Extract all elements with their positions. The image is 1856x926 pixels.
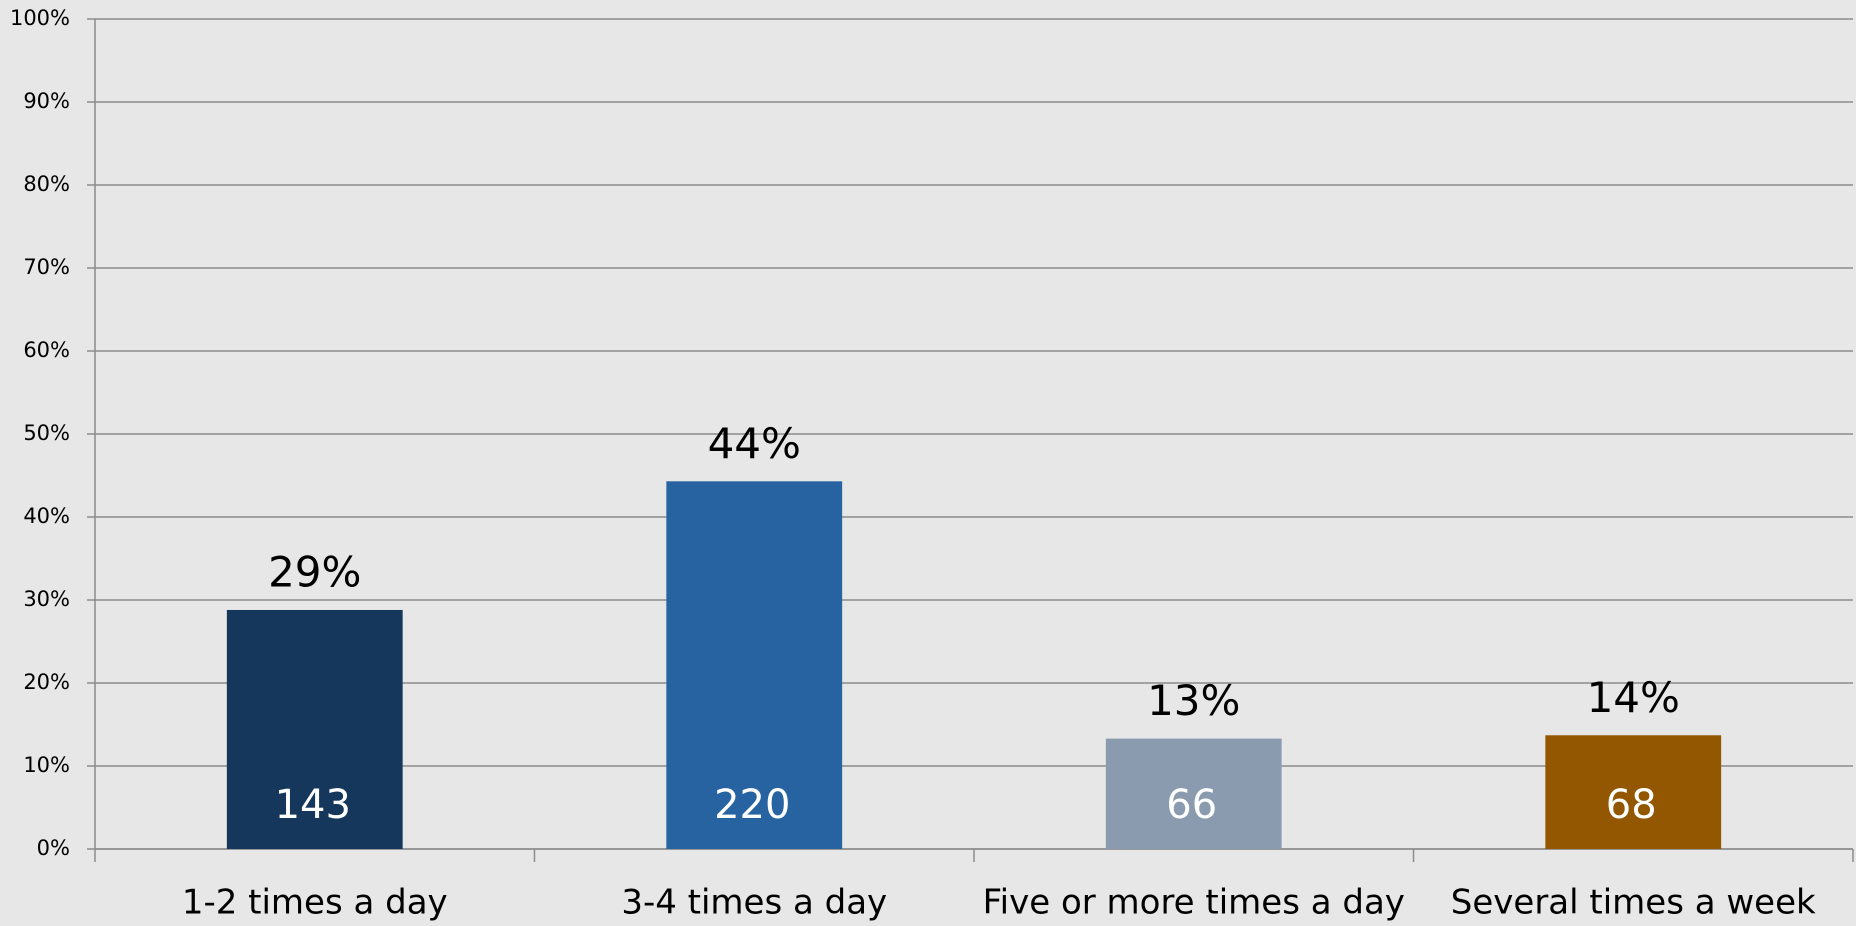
- y-tick-label: 10%: [23, 753, 70, 777]
- y-tick-label: 90%: [23, 89, 70, 113]
- value-label: 13%: [1147, 676, 1240, 725]
- count-label: 143: [275, 782, 351, 828]
- bar: [1545, 735, 1722, 849]
- count-label: 68: [1606, 782, 1657, 828]
- y-tick-label: 100%: [10, 6, 70, 30]
- bar: [1105, 738, 1282, 849]
- y-tick-label: 20%: [23, 670, 70, 694]
- x-tick-label: 3-4 times a day: [621, 883, 887, 923]
- count-label: 66: [1166, 782, 1217, 828]
- x-tick-label: 1-2 times a day: [182, 883, 448, 923]
- bar: [226, 609, 403, 849]
- y-tick-label: 70%: [23, 255, 70, 279]
- y-tick-label: 50%: [23, 421, 70, 445]
- bar: [666, 481, 843, 849]
- value-label: 29%: [268, 547, 361, 596]
- x-tick-label: Several times a week: [1451, 883, 1816, 923]
- count-label: 220: [714, 782, 790, 828]
- y-tick-label: 0%: [37, 836, 70, 860]
- y-tick-label: 30%: [23, 587, 70, 611]
- y-tick-label: 40%: [23, 504, 70, 528]
- value-label: 44%: [708, 419, 801, 468]
- y-tick-label: 80%: [23, 172, 70, 196]
- y-tick-label: 60%: [23, 338, 70, 362]
- x-tick-label: Five or more times a day: [983, 883, 1405, 923]
- value-label: 14%: [1587, 673, 1680, 722]
